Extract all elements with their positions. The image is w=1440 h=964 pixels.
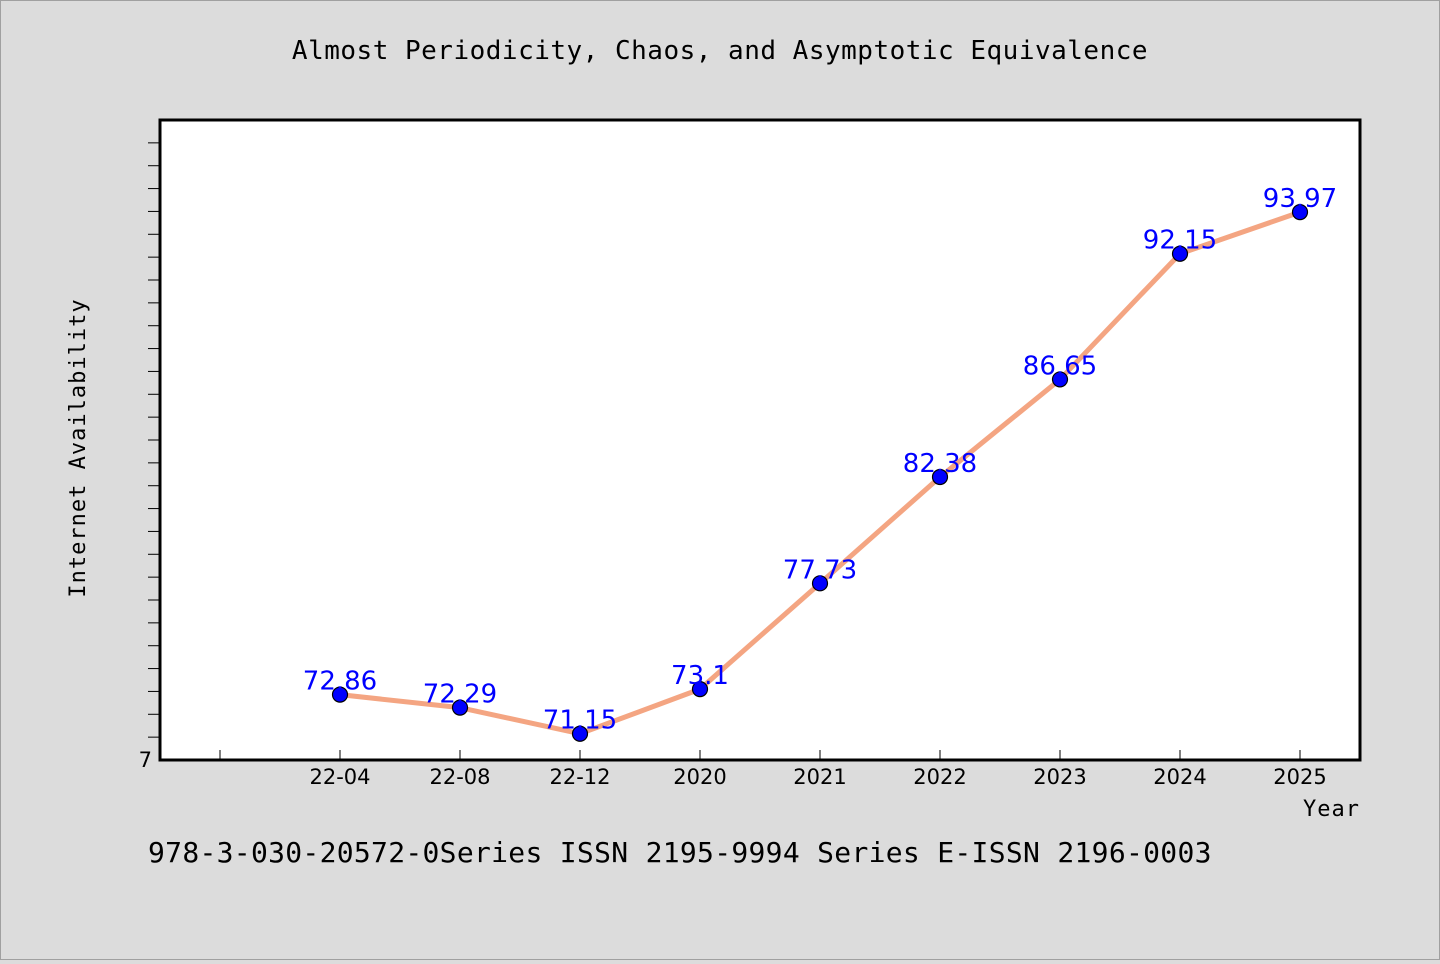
data-label: 73.1 <box>671 661 729 691</box>
y-tick-label: 7 <box>139 748 152 772</box>
data-label: 77.73 <box>783 555 857 585</box>
data-label: 93.97 <box>1263 184 1337 214</box>
x-axis-ticks: 22-04 22-08 22-12 2020 2021 2022 2023 2024 2025 <box>219 750 1327 789</box>
x-tick-label: 22-12 <box>549 765 610 789</box>
x-tick-label: 2022 <box>913 765 966 789</box>
x-tick-label: 2020 <box>673 765 726 789</box>
data-point <box>811 575 829 592</box>
data-label: 71.15 <box>543 706 617 736</box>
data-point <box>1171 245 1189 262</box>
footer-isbn-text: 978-3-030-20572-0Series ISSN 2195-9994 S… <box>148 836 1212 869</box>
y-axis-ticks: 7 <box>139 142 160 772</box>
data-point <box>691 681 709 698</box>
data-label: 72.29 <box>423 680 497 710</box>
data-label: 92.15 <box>1143 226 1217 256</box>
data-point <box>571 725 589 742</box>
x-axis-label: Year <box>1303 797 1360 822</box>
plot-area <box>158 118 1362 762</box>
x-tick-label: 2024 <box>1153 765 1206 789</box>
data-point <box>1291 204 1309 221</box>
data-label: 72.86 <box>303 667 377 697</box>
x-tick-label: 2023 <box>1033 765 1086 789</box>
series-layer: 72.86 72.29 71.15 73.1 77.73 82.38 86.65 92.15 9… <box>303 184 1337 742</box>
data-point <box>451 699 469 716</box>
x-tick-label: 22-08 <box>429 765 490 789</box>
x-tick-label: 2021 <box>793 765 846 789</box>
data-point <box>1051 371 1069 388</box>
data-point <box>931 468 949 486</box>
data-label: 82.38 <box>903 449 977 479</box>
chart-title: Almost Periodicity, Chaos, and Asymptoti… <box>291 36 1149 66</box>
y-axis-label: Internet Availability <box>66 298 91 597</box>
data-label: 86.65 <box>1023 351 1097 381</box>
x-tick-label: 22-04 <box>309 765 370 789</box>
data-point <box>331 686 349 703</box>
x-tick-label: 2025 <box>1273 765 1326 789</box>
